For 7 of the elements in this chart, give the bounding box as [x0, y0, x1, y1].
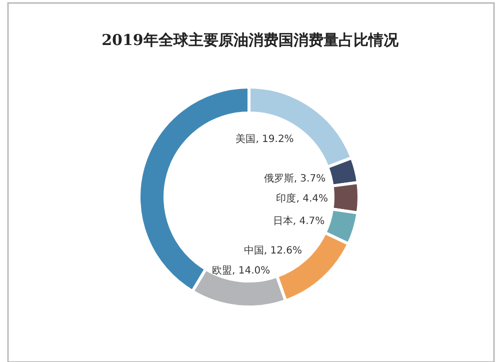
- chart-title: 2019年全球主要原油消费国消费量占比情况: [102, 31, 400, 49]
- slice-label: 俄罗斯, 3.7%: [264, 172, 326, 185]
- slice-label: 欧盟, 14.0%: [212, 264, 270, 277]
- slice-label: 中国, 12.6%: [244, 244, 302, 257]
- slice-label: 印度, 4.4%: [276, 192, 328, 204]
- slice-label: 美国, 19.2%: [236, 132, 294, 145]
- slice-label: 日本, 4.7%: [272, 214, 325, 227]
